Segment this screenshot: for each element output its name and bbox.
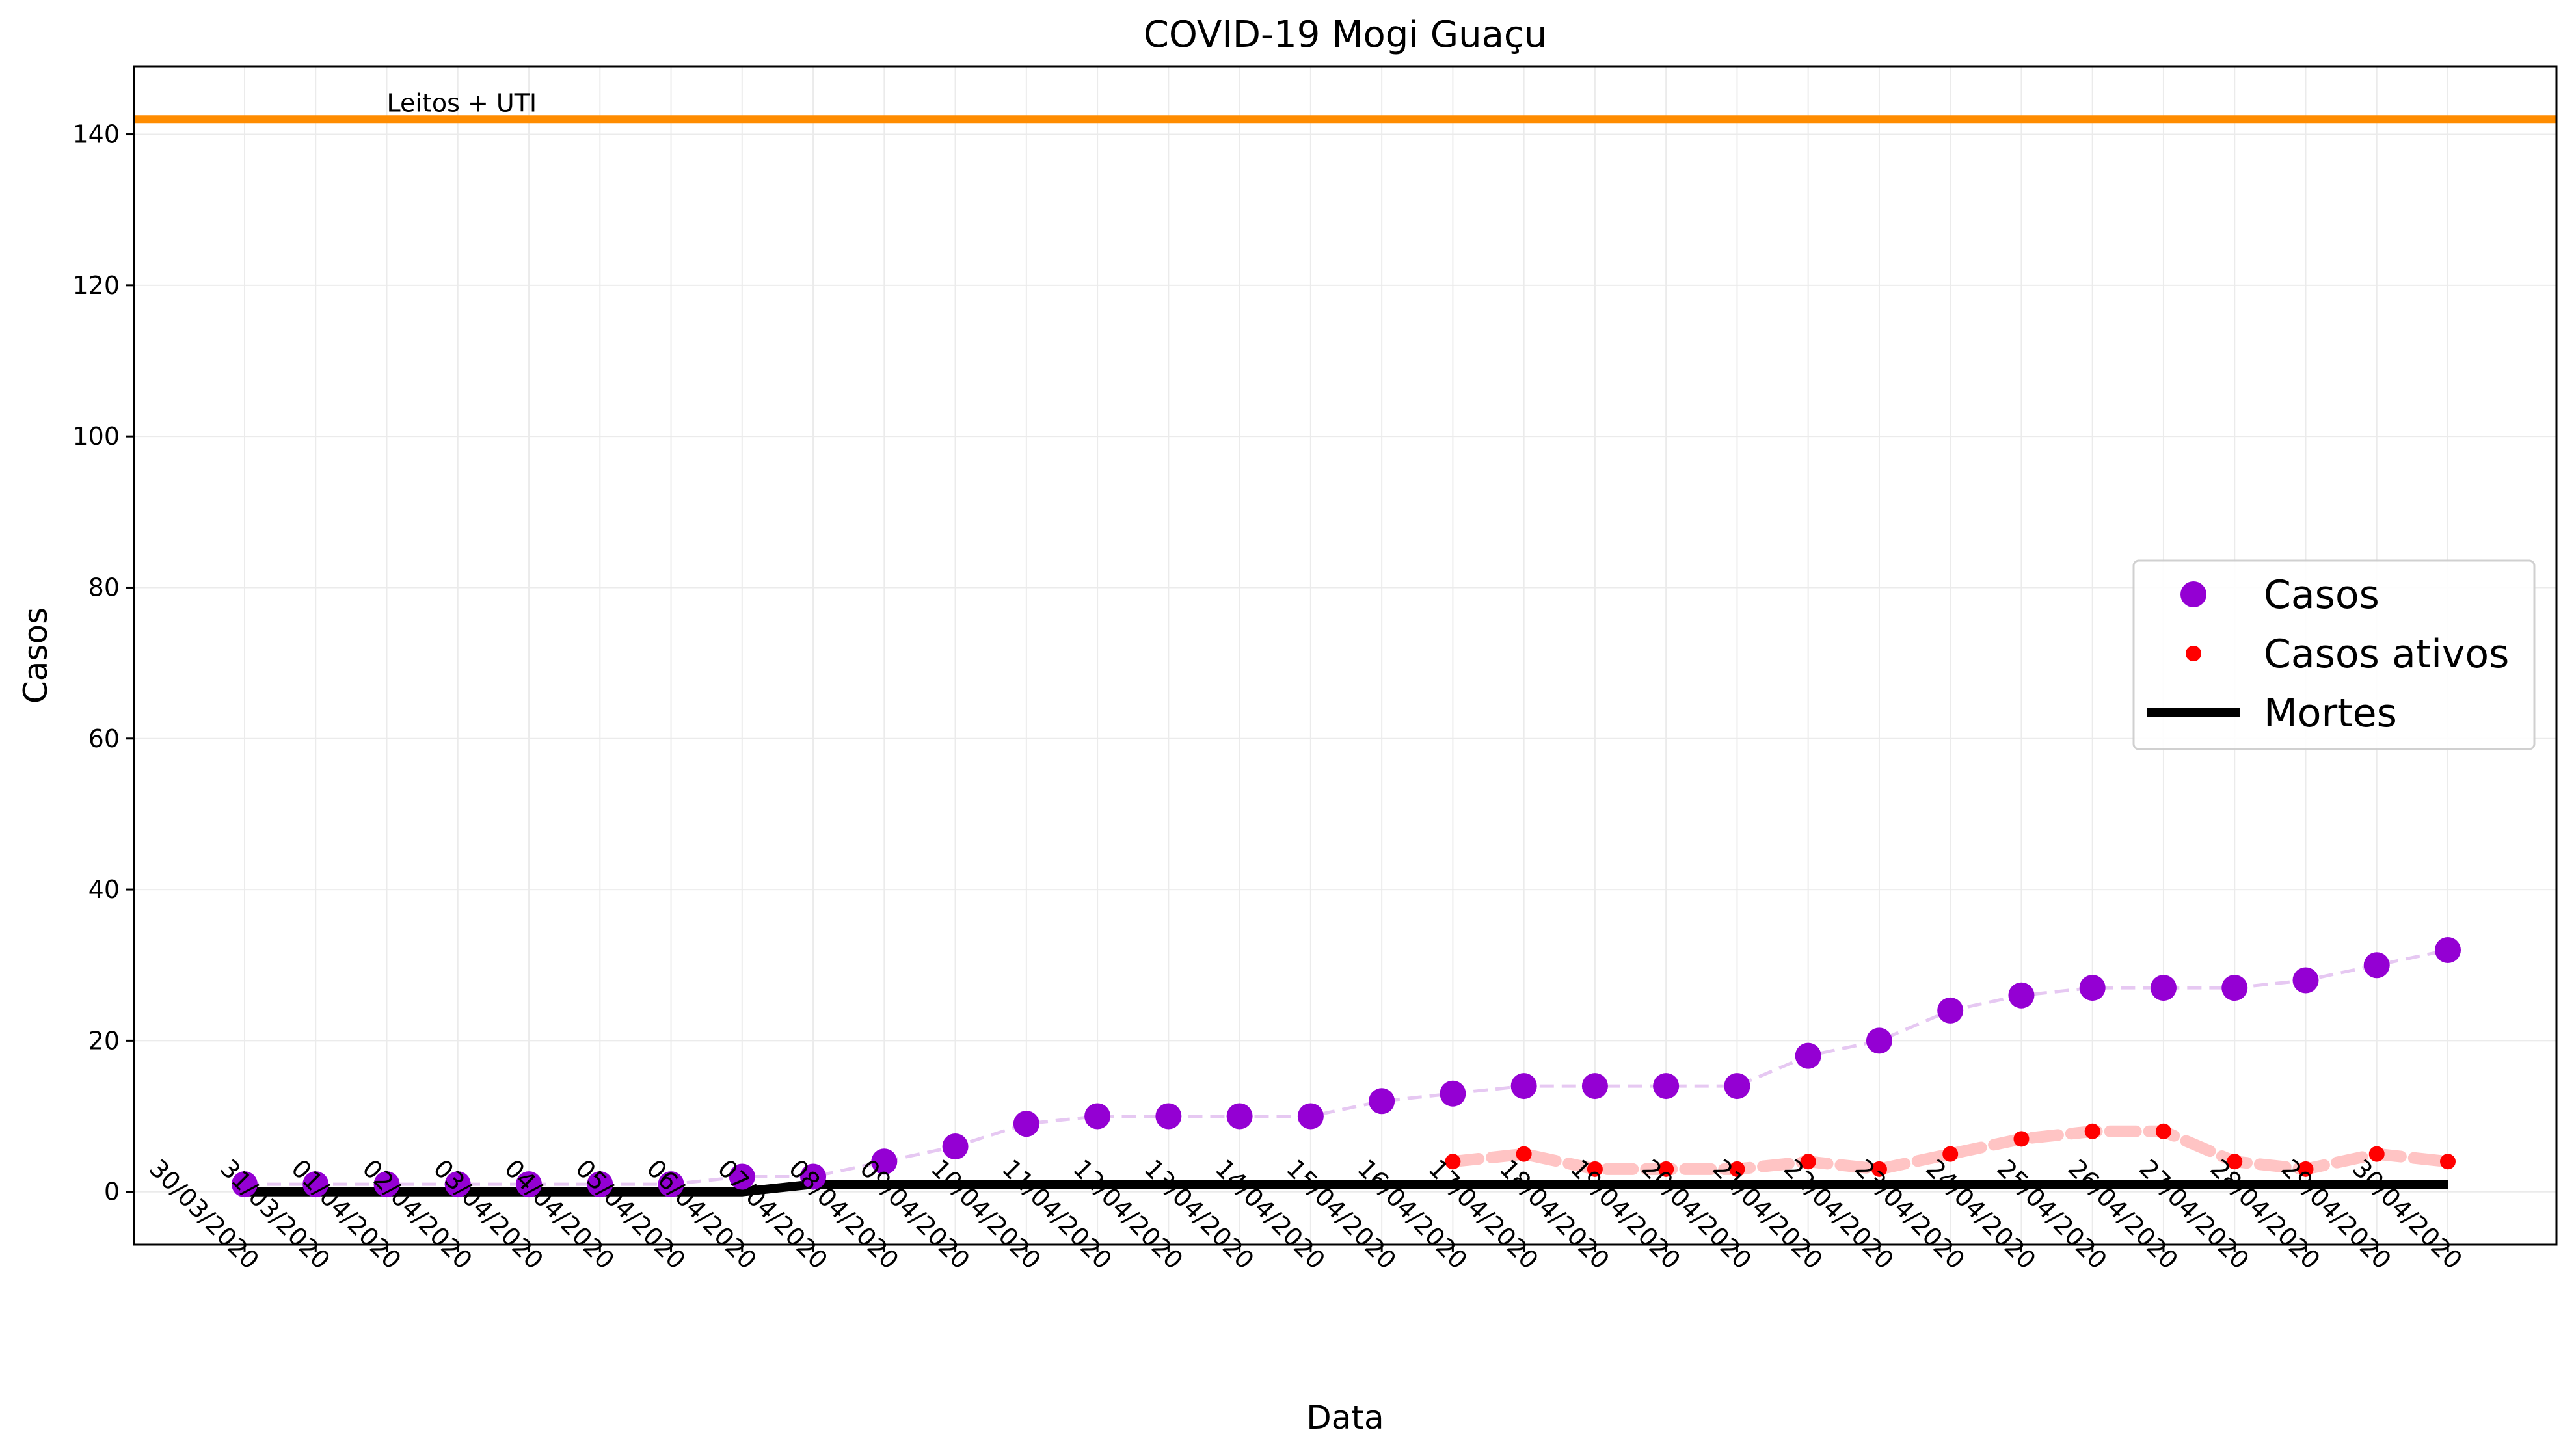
casos-ativos-point <box>2368 1146 2385 1162</box>
casos-ativos-point <box>1942 1146 1959 1162</box>
casos-point <box>1724 1073 1750 1100</box>
casos-ativos-point <box>1587 1161 1603 1177</box>
casos-point <box>1440 1080 1466 1107</box>
casos-ativos-point <box>2084 1123 2100 1139</box>
casos-point <box>1084 1103 1111 1130</box>
casos-point <box>871 1148 898 1175</box>
x-axis-label: Data <box>1306 1399 1384 1436</box>
casos-ativos-point <box>1445 1154 1461 1170</box>
casos-point <box>373 1171 400 1198</box>
casos-point <box>2150 975 2177 1001</box>
casos-point <box>2363 952 2390 979</box>
legend-casos-marker <box>2180 581 2206 607</box>
casos-point <box>1510 1073 1537 1100</box>
casos-point <box>2292 967 2319 994</box>
casos-point <box>1937 997 1964 1024</box>
casos-ativos-point <box>1871 1161 1887 1177</box>
casos-point <box>444 1171 471 1198</box>
casos-point <box>1013 1111 1039 1137</box>
y-tick-label: 120 <box>72 271 120 300</box>
chart-title: COVID-19 Mogi Guaçu <box>1144 14 1547 56</box>
y-tick-label: 20 <box>88 1026 120 1055</box>
casos-ativos-point <box>2298 1161 2314 1177</box>
casos-ativos-point <box>1658 1161 1674 1177</box>
casos-point <box>1653 1073 1680 1100</box>
casos-point <box>1866 1027 1892 1054</box>
casos-point <box>2221 975 2248 1001</box>
casos-point <box>658 1171 684 1198</box>
casos-point <box>516 1171 543 1198</box>
plot-frame <box>133 65 2558 1246</box>
casos-line <box>245 948 2448 1186</box>
casos-point <box>1581 1073 1608 1100</box>
casos-point <box>729 1163 755 1190</box>
casos-point <box>1297 1103 1324 1130</box>
mortes-line <box>245 1180 2448 1197</box>
legend-label: Casos <box>2264 572 2380 618</box>
casos-point <box>1795 1042 1821 1069</box>
y-axis: 0 20 40 60 80 100 120 140 <box>72 120 134 1206</box>
grid <box>134 66 2556 1245</box>
casos-ativos-point <box>1800 1154 1816 1170</box>
casos-point <box>1155 1103 1182 1130</box>
y-tick-label: 100 <box>72 422 120 451</box>
y-axis-label: Casos <box>17 607 55 704</box>
casos-point <box>2008 982 2035 1009</box>
casos-ativos-point <box>2013 1131 2030 1147</box>
casos-point <box>232 1171 258 1198</box>
casos-ativos-point <box>2440 1154 2456 1170</box>
reference-line-group: Leitos + UTI <box>134 88 2556 124</box>
casos-point <box>2079 975 2106 1001</box>
casos-point <box>2435 937 2461 963</box>
x-axis: 30/03/202031/03/202001/04/202002/04/2020… <box>144 1154 2468 1275</box>
legend-label: Mortes <box>2264 691 2397 736</box>
y-tick-label: 140 <box>72 120 120 149</box>
casos-point <box>1369 1088 1395 1115</box>
casos-point <box>302 1171 329 1198</box>
casos-ativos-point <box>1729 1161 1745 1177</box>
legend-box <box>2132 559 2536 750</box>
casos-point <box>1226 1103 1253 1130</box>
casos-point <box>942 1133 969 1159</box>
casos-point <box>587 1171 613 1198</box>
casos-ativos-point <box>2227 1154 2243 1170</box>
legend-casos-ativos-marker <box>2186 646 2201 661</box>
reference-line-label: Leitos + UTI <box>387 88 537 117</box>
casos-ativos-point <box>1516 1146 1532 1162</box>
y-tick-label: 0 <box>104 1178 120 1206</box>
y-tick-label: 60 <box>88 724 120 753</box>
casos-ativos-point <box>2155 1123 2171 1139</box>
casos-point <box>800 1163 827 1190</box>
legend: Casos Casos ativos Mortes <box>2132 559 2536 750</box>
legend-label: Casos ativos <box>2264 631 2509 677</box>
y-tick-label: 40 <box>88 875 120 904</box>
y-tick-label: 80 <box>88 573 120 602</box>
series-group <box>232 937 2461 1198</box>
